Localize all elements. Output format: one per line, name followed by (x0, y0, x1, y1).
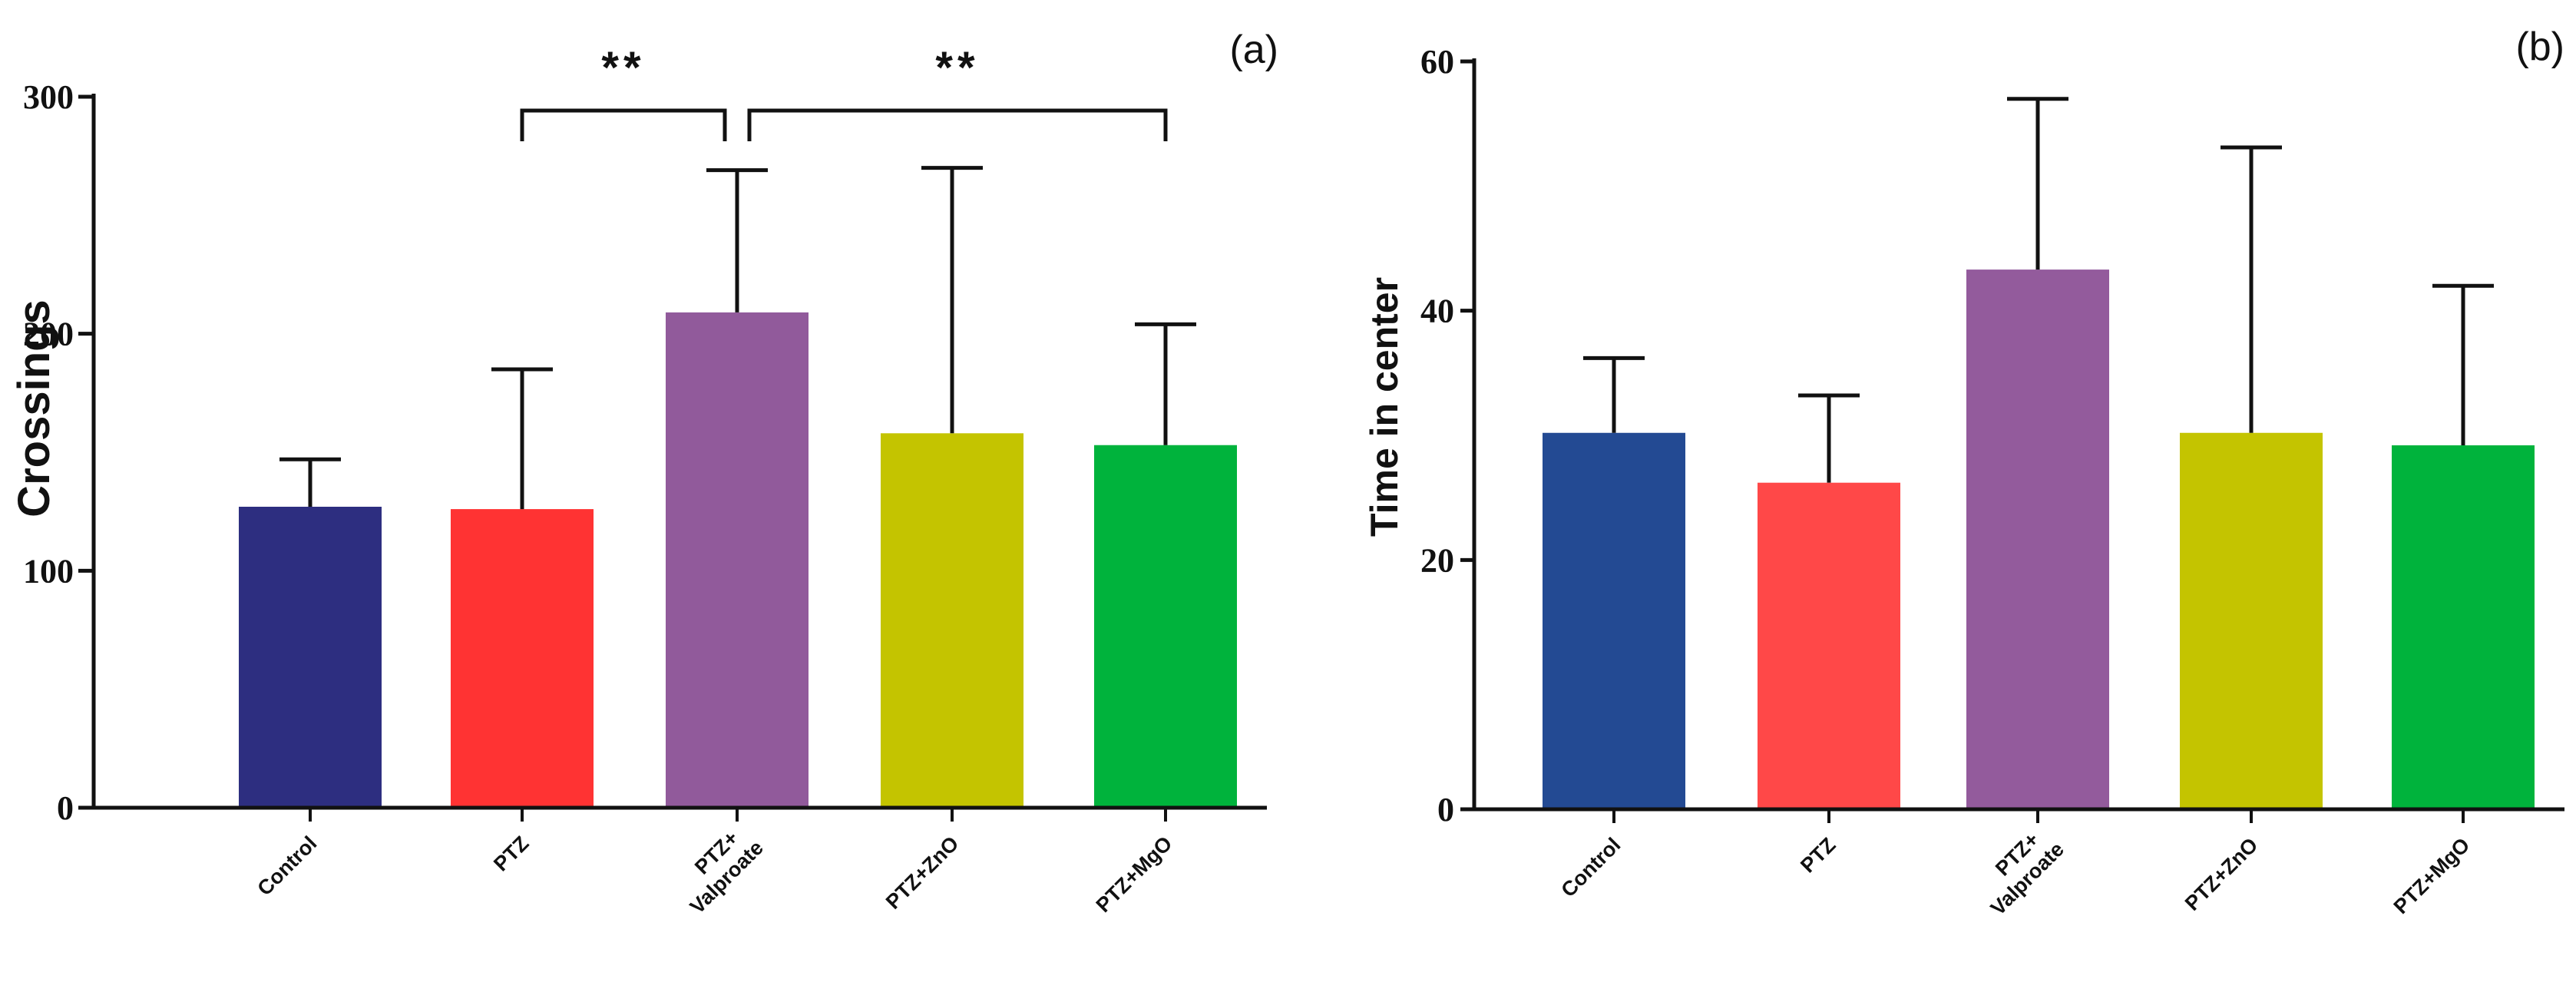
panel-label-b: (b) (2515, 25, 2564, 69)
bar-b-4 (2392, 445, 2535, 809)
category-label-a-1: PTZ (489, 832, 533, 875)
category-label-line1-b-0: Control (1556, 833, 1625, 901)
category-label-line1-b-4: PTZ+MgO (2389, 833, 2475, 918)
category-label-line1-a-0: Control (253, 832, 321, 900)
y-tick-label-a-0: 0 (57, 789, 74, 827)
y-tick-label-b-2: 40 (1420, 293, 1454, 330)
y-tick-label-a-1: 100 (23, 552, 74, 590)
bar-b-2 (1966, 269, 2109, 809)
bar-a-0 (239, 506, 382, 808)
significance-label-a-1: ** (935, 43, 979, 93)
y-tick-label-b-3: 60 (1420, 43, 1454, 81)
category-label-a-3: PTZ+ZnO (881, 832, 964, 914)
category-label-line1-a-3: PTZ+ZnO (881, 832, 964, 914)
y-axis-label-b: Time in center (1363, 277, 1406, 537)
y-tick-label-a-3: 300 (23, 78, 74, 116)
category-label-line1-b-3: PTZ+ZnO (2181, 833, 2263, 915)
category-label-b-2: PTZ+Valproate (1986, 828, 2068, 920)
panel-label-a: (a) (1229, 28, 1278, 72)
significance-bracket-a-0 (520, 108, 727, 141)
category-label-line1-b-1: PTZ (1796, 833, 1840, 877)
category-label-a-0: Control (253, 832, 321, 900)
y-tick-label-a-2: 200 (23, 316, 74, 353)
y-axis-label-a: Crossings (9, 299, 59, 517)
bar-a-3 (881, 433, 1023, 808)
chart-b: (b) Time in center 0 20 40 60 Control PTZ PTZ… (1363, 25, 2564, 920)
bar-b-1 (1758, 482, 1900, 809)
bar-b-3 (2180, 432, 2323, 809)
bar-b-0 (1543, 432, 1685, 809)
category-label-line1-a-1: PTZ (489, 832, 533, 875)
category-label-line1-a-4: PTZ+MgO (1092, 832, 1177, 917)
chart-a: (a) Crossings 0 100 200 300 Control PTZ PTZ+V… (9, 28, 1278, 918)
category-label-b-3: PTZ+ZnO (2181, 833, 2263, 915)
y-tick-label-b-0: 0 (1437, 791, 1454, 828)
category-label-b-0: Control (1556, 833, 1625, 901)
bar-a-4 (1094, 445, 1237, 808)
significance-label-a-0: ** (601, 43, 645, 93)
significance-bracket-a-1 (747, 108, 1168, 141)
bar-a-1 (451, 509, 594, 808)
category-label-a-4: PTZ+MgO (1092, 832, 1177, 917)
category-label-b-4: PTZ+MgO (2389, 833, 2475, 918)
y-tick-label-b-1: 20 (1420, 541, 1454, 579)
bar-a-2 (666, 312, 809, 808)
category-label-a-2: PTZ+Valproate (686, 826, 768, 918)
category-label-b-1: PTZ (1796, 833, 1840, 877)
